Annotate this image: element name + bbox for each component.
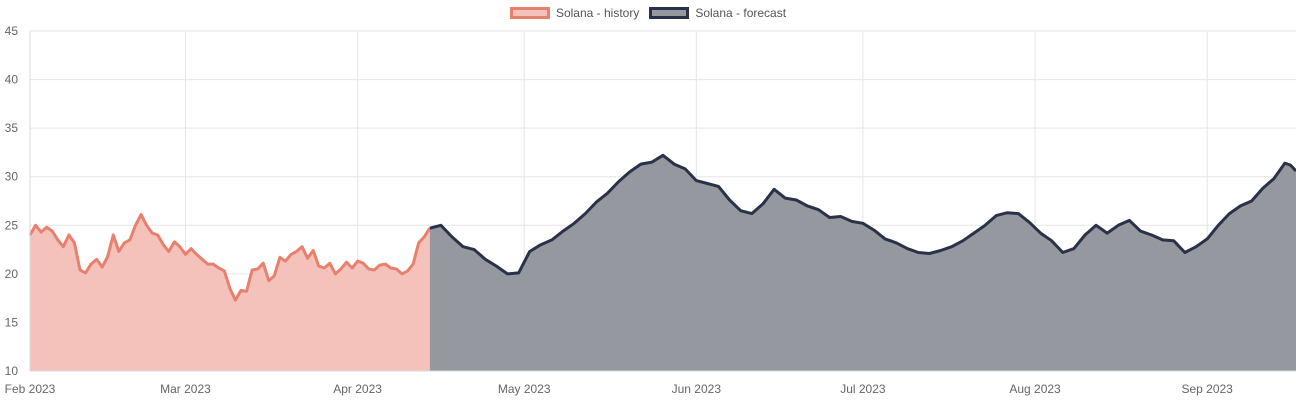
legend-swatch-forecast: [649, 7, 690, 19]
y-tick-label: 25: [5, 218, 19, 232]
series-line-0: [28, 213, 432, 302]
series-area-0: [30, 214, 430, 371]
legend-item-history[interactable]: Solana - history: [509, 6, 640, 20]
x-tick-label: Apr 2023: [333, 382, 382, 396]
y-tick-label: 40: [5, 73, 19, 87]
legend-item-forecast[interactable]: Solana - forecast: [649, 6, 786, 20]
x-tick-label: Feb 2023: [5, 382, 56, 396]
series-line-1: [429, 153, 1296, 276]
y-tick-label: 15: [5, 315, 19, 329]
x-tick-label: May 2023: [498, 382, 551, 396]
y-tick-label: 10: [5, 364, 19, 378]
legend-label-forecast: Solana - forecast: [695, 6, 787, 20]
y-tick-label: 20: [5, 267, 19, 281]
x-tick-label: Aug 2023: [1009, 382, 1061, 396]
x-tick-label: Mar 2023: [160, 382, 211, 396]
y-tick-label: 30: [5, 170, 19, 184]
x-tick-label: Jul 2023: [840, 382, 886, 396]
x-tick-label: Jun 2023: [672, 382, 722, 396]
y-tick-label: 45: [5, 24, 19, 38]
legend: Solana - history Solana - forecast: [0, 6, 1296, 20]
legend-swatch-history: [509, 7, 550, 19]
y-tick-label: 35: [5, 121, 19, 135]
legend-label-history: Solana - history: [555, 6, 640, 20]
x-tick-label: Sep 2023: [1181, 382, 1233, 396]
series-area-1: [429, 155, 1296, 371]
